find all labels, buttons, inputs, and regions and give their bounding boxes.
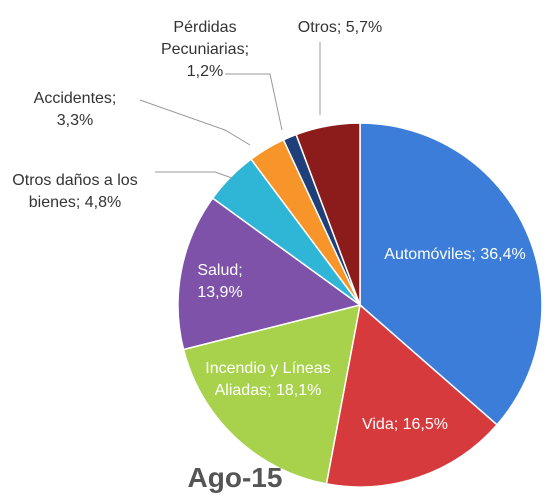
- pie-slice: [325, 303, 499, 488]
- slice-label: Otros; 5,7%: [265, 17, 415, 39]
- value-label: 13,9%: [197, 284, 243, 301]
- category-label: Automóviles;: [384, 246, 476, 263]
- slice-label: Salud; 13,9%: [180, 260, 260, 304]
- category-label: Pérdidas Pecuniarias;: [160, 19, 250, 58]
- category-label: Vida;: [361, 416, 399, 433]
- category-label: Salud;: [197, 262, 243, 279]
- pie-slice: [182, 303, 361, 485]
- slice-label: Pérdidas Pecuniarias; 1,2%: [145, 17, 265, 83]
- pie-slice: [177, 197, 362, 351]
- slice-label: Vida; 16,5%: [335, 414, 475, 436]
- slice-label: Incendio y Líneas Aliadas; 18,1%: [193, 358, 343, 402]
- leader-line: [225, 73, 283, 131]
- pie-slice: [359, 122, 543, 426]
- pie-slice: [295, 122, 361, 306]
- value-label: 1,2%: [186, 63, 224, 80]
- slice-label: Otros daños a los bienes; 4,8%: [10, 170, 140, 214]
- category-label: Incendio y Líneas Aliadas;: [205, 360, 331, 399]
- leader-line: [139, 99, 251, 146]
- category-label: Otros daños a los bienes;: [12, 172, 138, 211]
- value-label: 4,8%: [84, 194, 122, 211]
- category-label: Accidentes;: [33, 90, 117, 107]
- value-label: 5,7%: [345, 19, 383, 36]
- value-label: 16,5%: [402, 416, 448, 433]
- slice-label: Accidentes; 3,3%: [15, 88, 135, 132]
- slice-label: Automóviles; 36,4%: [380, 244, 530, 266]
- category-label: Otros;: [297, 19, 342, 36]
- value-label: 3,3%: [56, 112, 94, 129]
- value-label: 36,4%: [480, 246, 526, 263]
- chart-title: Ago-15: [187, 462, 283, 493]
- value-label: 18,1%: [276, 382, 322, 399]
- leader-line: [155, 171, 233, 179]
